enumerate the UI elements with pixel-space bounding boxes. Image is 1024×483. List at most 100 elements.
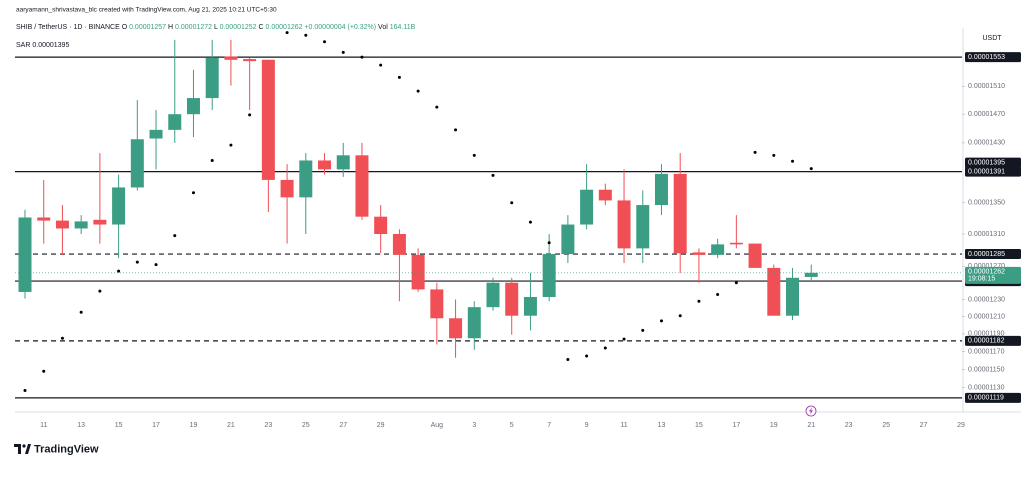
price-line-label: 0.00001391 [968,168,1005,175]
x-tick-label: 21 [227,422,235,429]
y-tick-label: 0.00001310 [968,231,1005,238]
ohlc-label: O [122,24,128,31]
header: aaryamann_shrivastava_blc created with T… [16,7,277,14]
legend: SHIB / TetherUS · 1D · BINANCE O 0.00001… [16,24,416,49]
candle-body [561,224,575,255]
price-line-box [965,392,1021,403]
sar-dot [416,89,420,93]
sar-dot [491,173,495,177]
y-tick-label: 0.00001350 [968,200,1005,207]
candle-body [748,243,762,268]
volume: 164.11B [390,24,416,31]
candle-body [711,244,725,255]
symbol: SHIB / TetherUS · 1D · BINANCE [16,24,120,31]
sar-dot [472,153,476,157]
sar-dot [809,167,813,171]
candle-body [692,252,706,255]
sar-dot [285,31,289,35]
sar-dot [154,263,158,267]
sar-dot [23,388,27,392]
sar-label: 0.00001395 [968,159,1005,166]
x-tick-label: Aug [431,422,444,429]
sar-dot [135,260,139,264]
ohlc-value: 0.00001252 [220,24,257,31]
sar-dot [753,150,757,154]
volume-label: Vol [378,24,388,31]
candle-body [130,139,144,188]
sar-dot [547,241,551,245]
logo: TradingView [14,443,99,455]
sar-dot [734,281,738,285]
currency: USDT [982,35,1002,42]
candle-body [55,220,69,229]
price-line-box [965,52,1021,63]
sar-dot [173,234,177,238]
price-line-label: 0.00001553 [968,54,1005,61]
price-line-label: 0.00001285 [968,251,1005,258]
logo-dot [22,444,26,448]
y-tick-label: 0.00001270 [968,263,1005,270]
candle-body [224,56,238,60]
candle-body [580,189,594,225]
sar-dot [641,328,645,332]
candle-body [617,200,631,249]
logo-mark [25,444,31,454]
x-tick-label: 29 [957,422,965,429]
candle-body [411,254,425,290]
ohlc-label: C [259,24,264,31]
sar-dot [98,289,102,293]
candle-body [149,129,163,139]
sar-dot [397,75,401,79]
y-tick-label: 0.00001430 [968,140,1005,147]
x-tick-label: 19 [190,422,198,429]
candle-body [392,234,406,255]
candle-body [636,205,650,249]
candle-body [186,98,200,115]
sar-dot [659,319,663,323]
sar-dot [697,299,701,303]
y-tick-label: 0.00001130 [968,385,1005,392]
candle-body [598,189,612,201]
sar-dot [210,158,214,162]
indicator-value: 0.00001395 [32,42,69,49]
x-tick-label: 27 [339,422,347,429]
candle-body [374,216,388,235]
sar-dot [791,159,795,163]
price-line-label: 0.00001182 [968,338,1005,345]
price-line-label: 0.00001119 [968,395,1004,402]
candle-body [18,217,32,292]
y-tick-label: 0.00001230 [968,296,1005,303]
symbol-legend: SHIB / TetherUS · 1D · BINANCE O 0.00001… [16,24,416,31]
sar-dot [585,354,589,358]
x-tick-label: 29 [377,422,385,429]
x-tick-label: 11 [40,422,47,429]
y-tick-label: 0.00001170 [968,348,1005,355]
candle-body [804,272,818,277]
sar-dot [510,201,514,205]
candle-body [505,282,519,316]
price-line-box [965,249,1021,260]
candle-body [336,155,350,170]
x-tick-label: 3 [472,422,476,429]
candle-body [486,282,500,308]
candle-body [467,307,481,339]
sar-dot [454,128,458,132]
candle-body [430,289,444,319]
candle-body [168,114,182,130]
sar-dot [603,346,607,350]
x-tick-label: 23 [264,422,272,429]
x-tick-label: 19 [770,422,778,429]
candle-body [767,267,781,316]
y-tick-label: 0.00001150 [968,366,1005,373]
sar-dot [622,337,626,341]
sar-dot [528,220,532,224]
sar-dot [435,105,439,109]
event-icon-bolt [809,407,813,415]
x-tick-label: 13 [658,422,666,429]
x-tick-label: 27 [920,422,928,429]
ohlc-label: L [214,24,218,31]
y-tick-label: 0.00001210 [968,313,1005,320]
x-tick-label: 17 [152,422,160,429]
logo-text: TradingView [34,443,99,455]
